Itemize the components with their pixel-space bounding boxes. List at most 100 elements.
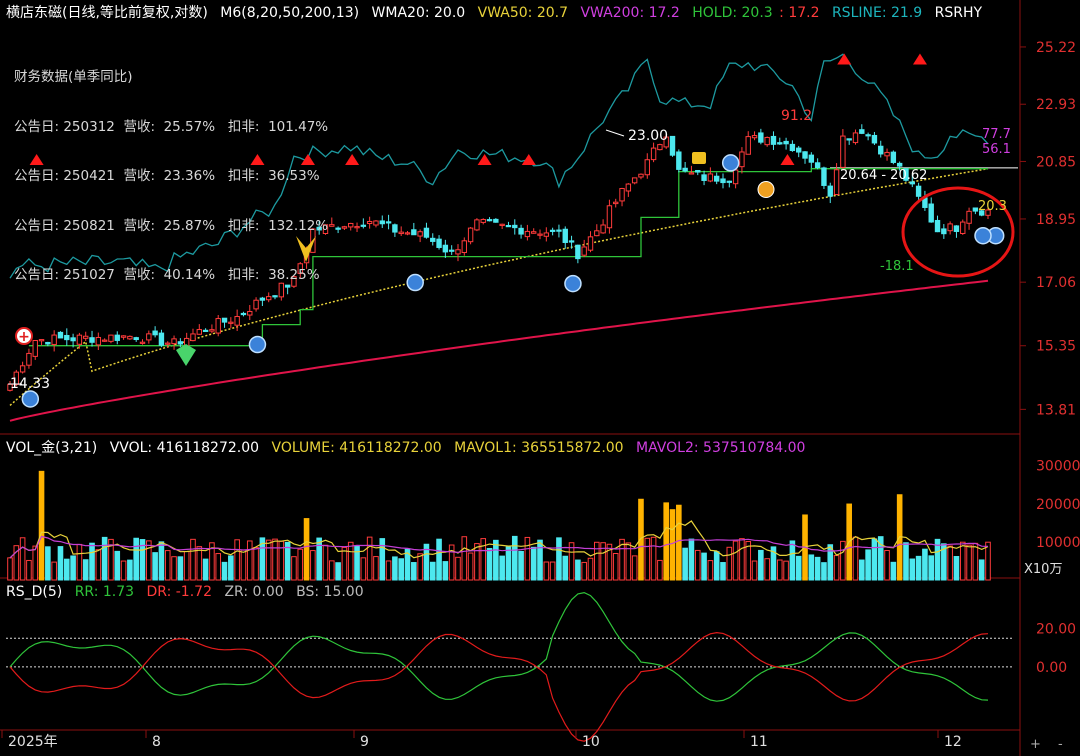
volume-bar <box>903 542 909 581</box>
volume-bar <box>505 546 512 581</box>
volume-bar <box>448 544 455 581</box>
volume-bar <box>985 541 991 581</box>
zoom-in-button[interactable]: + <box>1030 737 1041 752</box>
rs-name[interactable]: RS_D(5) <box>6 584 63 600</box>
stock-title[interactable]: 横店东磁(日线,等比前复权,对数) <box>6 5 208 21</box>
candle-body <box>209 329 215 332</box>
sell-signal-icon <box>780 154 795 166</box>
candle-body <box>903 168 909 181</box>
candle-body <box>316 226 322 231</box>
candle-body <box>272 295 278 298</box>
mavol2-label: MAVOL2: 537510784.00 <box>636 440 806 456</box>
vwa200-series <box>9 279 989 422</box>
volume-bar <box>467 552 474 581</box>
candle-body <box>556 229 562 232</box>
candle-body <box>953 225 960 232</box>
candle-body <box>524 230 531 238</box>
volume-bar <box>871 538 878 581</box>
candle-body <box>732 169 739 185</box>
volume-bar <box>758 549 764 581</box>
candle-body <box>783 140 789 145</box>
candle-body <box>669 135 676 156</box>
candle-body <box>165 342 171 345</box>
volume-bar <box>789 540 796 581</box>
volume-bar <box>152 552 158 581</box>
candle-body <box>499 223 505 226</box>
candle-body <box>764 136 770 146</box>
volume-bar <box>297 548 304 581</box>
candle-body <box>158 332 165 346</box>
volume-bar <box>581 561 587 581</box>
candle-body <box>947 223 953 232</box>
vwa200-line <box>9 279 989 422</box>
volume-bar <box>669 509 676 581</box>
volume-bar <box>524 536 531 581</box>
volume-bar <box>278 540 285 581</box>
candle-body <box>713 175 720 182</box>
candle-body <box>354 226 360 229</box>
bs-label: BS: 15.00 <box>296 584 364 600</box>
volume-bar <box>612 553 619 581</box>
buy-signal-icon <box>564 274 582 293</box>
volume-bar <box>625 542 632 581</box>
candle-body <box>625 183 632 192</box>
candle-body <box>531 231 537 234</box>
candle-body <box>423 227 430 238</box>
candlestick-series <box>7 124 991 392</box>
candle-body <box>120 335 127 338</box>
volume-bar <box>827 544 834 581</box>
financial-row: 公告日: 250821 营收: 25.87% 扣非: 132.12% <box>14 217 329 234</box>
candle-body <box>480 218 486 223</box>
price-annotation: -18.1 <box>880 259 914 274</box>
volume-bar <box>688 538 695 581</box>
volume-bar <box>354 545 360 581</box>
financial-row: 公告日: 250312 营收: 25.57% 扣非: 101.47% <box>14 118 329 135</box>
candle-body <box>846 138 852 141</box>
volume-bar <box>366 536 373 581</box>
candle-body <box>57 331 64 339</box>
candle-body <box>758 132 764 143</box>
volume-bar <box>594 541 600 581</box>
candle-body <box>51 334 57 345</box>
volume-bar <box>978 559 985 581</box>
candle-body <box>398 231 404 235</box>
candle-body <box>833 169 840 196</box>
volume-bar <box>177 556 184 581</box>
main-header: 横店东磁(日线,等比前复权,对数) M6(8,20,50,200,13) WMA… <box>6 2 990 24</box>
volume-bar <box>884 550 890 581</box>
candle-body <box>638 173 644 178</box>
zoom-out-button[interactable]: - <box>1058 737 1063 752</box>
volume-bar <box>644 537 651 581</box>
volume-bar <box>606 543 613 581</box>
candle-body <box>840 135 846 168</box>
volume-bar <box>795 555 802 581</box>
sell-signal-icon <box>29 154 44 166</box>
candle-body <box>114 334 120 341</box>
volume-bar <box>417 553 423 581</box>
candle-body <box>259 297 266 301</box>
candle-body <box>64 334 70 341</box>
candle-body <box>827 185 833 197</box>
volume-bar <box>966 544 972 581</box>
vol-name[interactable]: VOL_金(3,21) <box>6 440 98 456</box>
candle-body <box>379 220 385 225</box>
candle-body <box>688 172 695 175</box>
volume-bar <box>108 538 114 581</box>
candle-body <box>505 225 512 228</box>
x-tick-label: 11 <box>750 734 768 750</box>
buy-signal-icon <box>721 154 740 172</box>
candle-body <box>404 232 411 235</box>
dr-line <box>9 631 989 742</box>
volume-bar <box>51 561 57 581</box>
volume-bar <box>139 539 146 581</box>
sell-signal-icon <box>300 154 315 166</box>
volume-bar <box>840 540 846 581</box>
candle-body <box>247 311 253 316</box>
volume-bar <box>915 555 922 581</box>
volume-bar <box>38 470 45 581</box>
dr-label: DR: -1.72 <box>146 584 212 600</box>
volume-bar <box>373 556 379 581</box>
candle-body <box>139 341 146 344</box>
volume-bar <box>190 538 196 581</box>
